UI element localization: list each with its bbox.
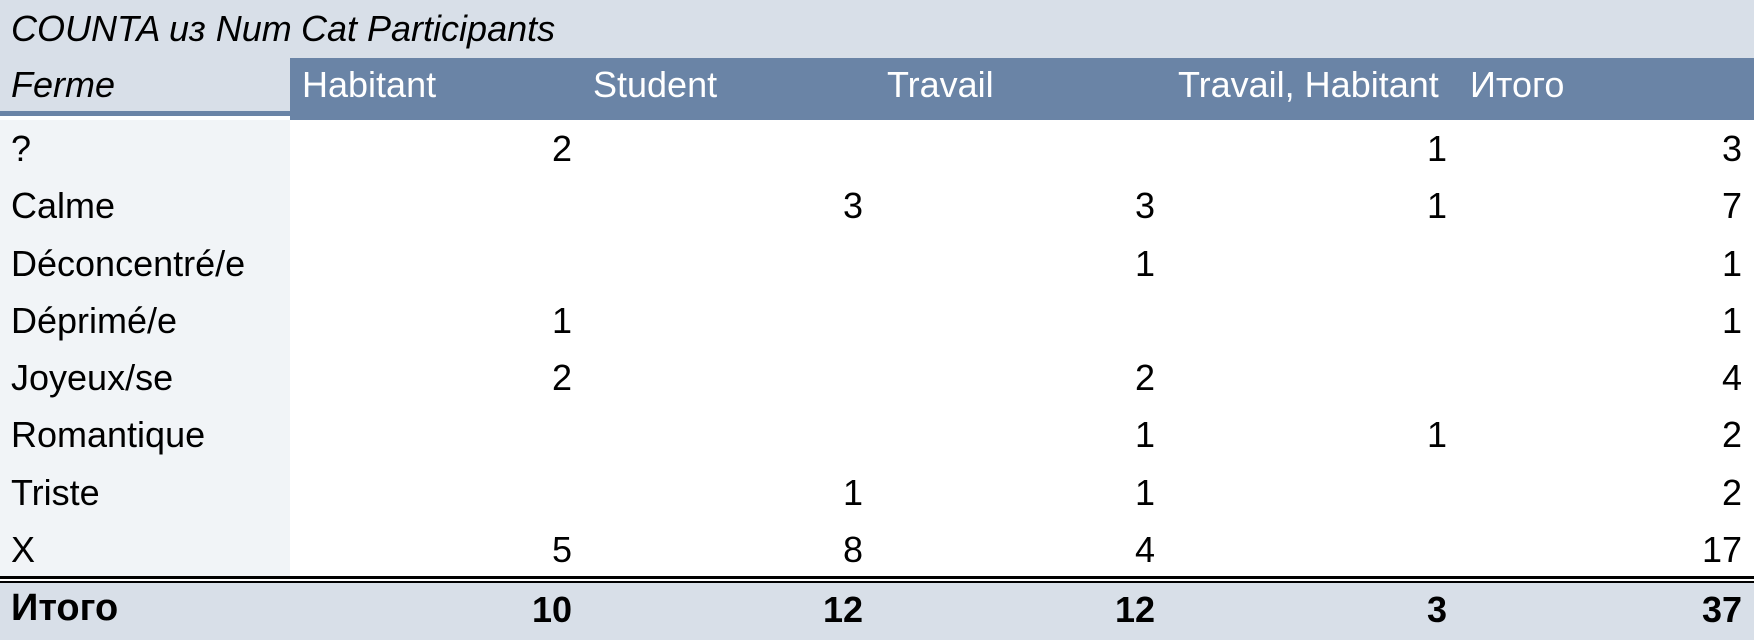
- row-labels-band: [0, 120, 290, 576]
- grand-total-label[interactable]: Итого: [11, 587, 119, 629]
- column-header-travail[interactable]: Travail: [887, 64, 994, 105]
- column-header-habitant[interactable]: Habitant: [302, 64, 437, 105]
- column-field-label[interactable]: Cat Participants: [301, 8, 556, 49]
- table-cell[interactable]: 1: [551, 300, 572, 341]
- table-cell[interactable]: 3: [1721, 128, 1742, 169]
- row-label[interactable]: ?: [11, 128, 32, 169]
- table-cell[interactable]: 1: [1426, 128, 1447, 169]
- table-cell[interactable]: 2: [551, 128, 572, 169]
- table-cell[interactable]: 2: [1134, 357, 1155, 398]
- table-cell[interactable]: 1: [1426, 185, 1447, 226]
- grand-total-cell[interactable]: 12: [1114, 589, 1155, 630]
- table-cell[interactable]: 3: [842, 185, 863, 226]
- table-cell[interactable]: 2: [1721, 414, 1742, 455]
- column-header-student[interactable]: Student: [593, 64, 718, 105]
- grand-total-cell[interactable]: 10: [531, 589, 572, 630]
- pivot-title: COUNTA из Num Cat Participants: [11, 8, 555, 50]
- row-label[interactable]: X: [11, 529, 36, 570]
- table-cell[interactable]: 1: [1134, 243, 1155, 284]
- table-cell[interactable]: 1: [1134, 414, 1155, 455]
- table-cell[interactable]: 1: [1134, 472, 1155, 513]
- table-cell[interactable]: 4: [1721, 357, 1742, 398]
- aggregate-label[interactable]: COUNTA из Num: [11, 8, 292, 49]
- table-cell[interactable]: 2: [1721, 472, 1742, 513]
- table-cell[interactable]: 5: [551, 529, 572, 570]
- table-cell[interactable]: 1: [1426, 414, 1447, 455]
- table-cell[interactable]: 1: [1721, 300, 1742, 341]
- row-label[interactable]: Romantique: [11, 414, 206, 455]
- grand-total-band: [0, 583, 1754, 640]
- total-divider: [0, 581, 1754, 583]
- table-cell[interactable]: 17: [1701, 529, 1742, 570]
- row-label[interactable]: Triste: [11, 472, 100, 513]
- grand-total-cell[interactable]: 3: [1426, 589, 1447, 630]
- grand-total-cell[interactable]: 12: [822, 589, 863, 630]
- column-header-grand-total[interactable]: Итого: [1470, 64, 1565, 105]
- row-label[interactable]: Calme: [11, 185, 116, 226]
- grand-total-cell[interactable]: 37: [1701, 589, 1742, 630]
- row-label[interactable]: Joyeux/se: [11, 357, 174, 398]
- table-cell[interactable]: 2: [551, 357, 572, 398]
- table-cell[interactable]: 1: [1721, 243, 1742, 284]
- table-cell[interactable]: 1: [842, 472, 863, 513]
- table-cell[interactable]: 8: [842, 529, 863, 570]
- table-cell[interactable]: 3: [1134, 185, 1155, 226]
- row-field-underline: [0, 111, 290, 116]
- total-divider: [0, 576, 1754, 579]
- row-label[interactable]: Déprimé/e: [11, 300, 178, 341]
- title-band: [0, 0, 1754, 58]
- row-field-label[interactable]: Ferme: [11, 64, 116, 105]
- table-cell[interactable]: 7: [1721, 185, 1742, 226]
- row-field-header-cell: [0, 58, 290, 116]
- table-cell[interactable]: 4: [1134, 529, 1155, 570]
- row-label[interactable]: Déconcentré/e: [11, 243, 246, 284]
- column-header-travail-habitant[interactable]: Travail, Habitant: [1178, 64, 1439, 105]
- column-header-band: [290, 58, 1754, 120]
